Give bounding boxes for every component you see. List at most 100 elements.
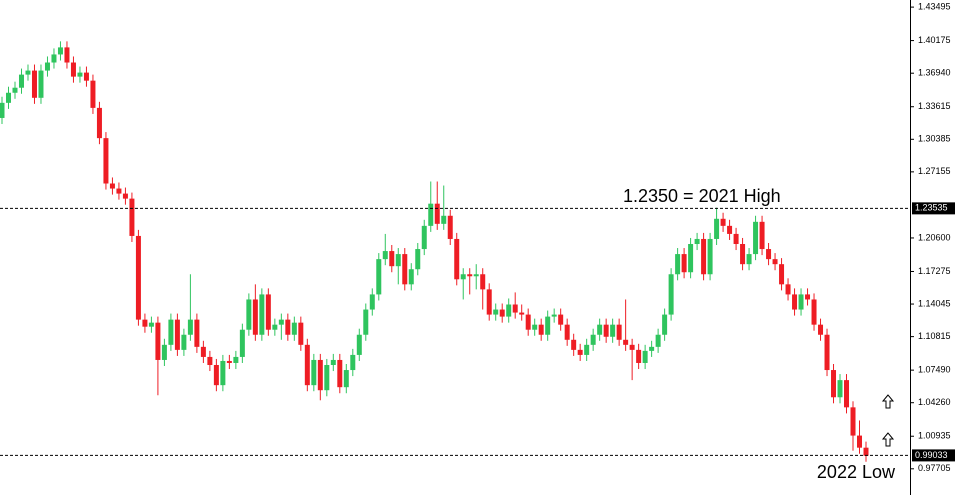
candle-body (532, 324, 538, 330)
candle-body (285, 319, 291, 335)
candle-body (0, 102, 5, 118)
y-tick-label: 0.97705 (918, 463, 951, 473)
candle-body (116, 188, 122, 194)
candle-body (831, 370, 837, 398)
price-label-box (912, 202, 955, 215)
candle-body (798, 294, 804, 310)
candle-body (493, 309, 499, 315)
candle-body (155, 322, 161, 360)
price-label: 1.23535 (915, 203, 948, 213)
candle-body (402, 254, 408, 285)
price-label-box (912, 449, 955, 462)
candle-body (181, 334, 187, 350)
candle-body (746, 254, 752, 265)
up-arrow-icon (881, 394, 895, 409)
candle-body (343, 370, 349, 388)
candle-body (584, 344, 590, 355)
candle-body (5, 92, 11, 103)
candle-body (129, 198, 135, 236)
candle-body (187, 319, 193, 335)
y-tick-label: 1.00935 (918, 431, 951, 441)
candle-body (77, 72, 83, 77)
candle-body (571, 339, 577, 350)
candle-body (70, 62, 76, 77)
candle-body (857, 435, 863, 448)
candle-body (298, 322, 304, 345)
candle-body (818, 324, 824, 335)
y-tick-label: 1.43495 (918, 1, 951, 11)
candle-body (454, 238, 460, 280)
candle-body (707, 238, 713, 275)
candle-body (330, 359, 336, 365)
candle-body (551, 314, 557, 317)
candle-body (564, 324, 570, 340)
candle-body (733, 233, 739, 245)
candle-body (265, 294, 271, 330)
candle-body (259, 294, 265, 335)
candle-body (636, 349, 642, 363)
candle-body (350, 354, 356, 371)
candle-body (779, 264, 785, 285)
y-tick-label: 1.33615 (918, 101, 951, 111)
candle-body (142, 319, 148, 327)
y-tick-label: 1.04260 (918, 397, 951, 407)
candle-body (694, 238, 700, 245)
candle-body (486, 289, 492, 315)
candle-body (766, 249, 772, 260)
candle-body (824, 334, 830, 371)
candle-body (272, 324, 278, 330)
candle-body (12, 87, 18, 93)
candle-body (863, 447, 869, 456)
candle-body (753, 221, 759, 255)
candle-body (655, 334, 661, 347)
candle-body (135, 235, 141, 320)
candle-body (759, 221, 765, 250)
candle-body (18, 74, 24, 88)
candle-body (610, 324, 616, 337)
candle-body (408, 269, 414, 285)
candle-body (304, 344, 310, 386)
candle-body (785, 284, 791, 295)
candle-body (642, 350, 648, 363)
candle-body (246, 299, 252, 330)
candle-body (720, 218, 726, 226)
candle-body (623, 339, 629, 345)
candle-body (31, 70, 37, 98)
arrow-icons (881, 394, 895, 447)
candle-body (317, 359, 323, 391)
candle-body (356, 334, 362, 355)
candle-body (421, 225, 427, 250)
candle-body (122, 193, 128, 199)
candle-body (519, 312, 525, 315)
candle-body (675, 254, 681, 275)
candle-body (226, 360, 232, 363)
candle-body (792, 294, 798, 310)
candle-body (480, 274, 486, 290)
candle-body (649, 346, 655, 351)
candle-body (213, 364, 219, 386)
candle-body (525, 314, 531, 330)
candle-body (434, 203, 440, 224)
y-tick-label: 1.17275 (918, 266, 951, 276)
candle-body (194, 319, 200, 347)
candle-body (220, 360, 226, 386)
candle-body (324, 364, 330, 391)
candle-body (311, 359, 317, 386)
candle-body (90, 80, 96, 108)
candle-body (363, 309, 369, 335)
y-tick-label: 1.07490 (918, 365, 951, 375)
candle-body (382, 251, 388, 260)
candle-body (545, 316, 551, 335)
candle-body (740, 244, 746, 265)
candle-body (844, 380, 850, 408)
candle-body (460, 274, 466, 280)
candle-body (473, 274, 479, 277)
candle-body (772, 259, 778, 265)
price-label: 0.99033 (915, 450, 948, 460)
candle-body (252, 299, 258, 335)
candle-body (103, 138, 109, 184)
annotation: 1.2350 = 2021 High (623, 186, 781, 206)
